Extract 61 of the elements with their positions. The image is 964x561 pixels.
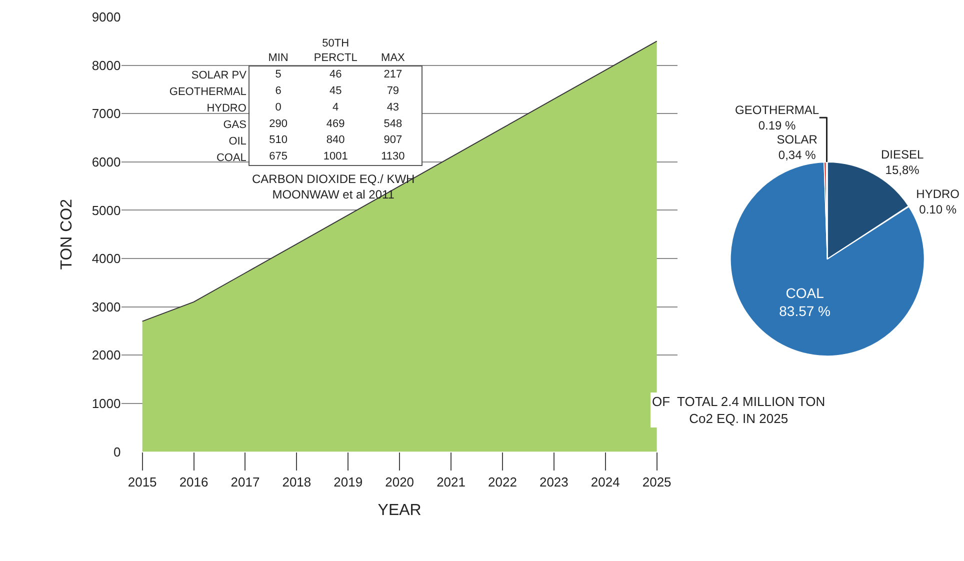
slice-label: DIESEL — [880, 148, 924, 162]
data-label: 6 — [275, 84, 282, 97]
y-tick-label: COAL — [216, 152, 246, 164]
x-tick-label: 2020 — [385, 474, 414, 490]
y-tick-label: OIL — [228, 135, 246, 148]
slice-label: COAL — [786, 284, 824, 301]
x-tick-label: 2023 — [539, 474, 568, 490]
x-tick-label: 50TH PERCTL — [314, 38, 358, 64]
data-label: 1130 — [381, 150, 405, 163]
data-label: 83.57 % — [779, 303, 831, 320]
x-tick-label: MAX — [381, 52, 406, 64]
annotation: OF TOTAL 2.4 MILLION TON Co2 EQ. IN 2025 — [652, 394, 826, 426]
x-tick-label: 2019 — [334, 474, 363, 490]
data-label: 15,8% — [885, 163, 920, 178]
data-label: 45 — [329, 84, 342, 97]
y-tick-label: 4000 — [92, 251, 121, 266]
data-label: 469 — [326, 118, 345, 130]
data-label: 46 — [329, 68, 342, 80]
x-tick-label: 2015 — [128, 474, 157, 490]
y-tick-label: SOLAR PV — [191, 69, 248, 82]
y-tick-label: 8000 — [92, 58, 121, 73]
data-label: 4 — [332, 101, 339, 114]
y-tick-label: GEOTHERMAL — [169, 86, 246, 98]
data-label: 79 — [386, 84, 400, 97]
y-tick-label: HYDRO — [206, 102, 247, 114]
data-label: 1001 — [323, 150, 348, 163]
data-label: 548 — [384, 118, 402, 130]
data-label: 5 — [275, 68, 282, 80]
y-axis-title: TON CO2 — [58, 198, 76, 270]
y-tick-label: 2000 — [92, 348, 121, 363]
slice-label: GEOTHERMAL — [735, 102, 820, 117]
y-tick-label: 1000 — [92, 396, 121, 411]
data-label: 0,34 % — [778, 148, 816, 162]
x-tick-label: 2025 — [642, 474, 672, 490]
x-tick-label: 2021 — [436, 474, 466, 490]
x-tick-label: 2024 — [590, 474, 620, 490]
y-tick-label: 5000 — [92, 202, 121, 218]
data-label: 290 — [269, 118, 288, 130]
slice-label: SOLAR — [776, 132, 818, 146]
data-label: 217 — [384, 68, 402, 80]
data-label: 675 — [269, 150, 288, 163]
y-tick-label: 9000 — [92, 10, 121, 25]
x-axis-title: YEAR — [378, 502, 422, 520]
x-tick-label: 2016 — [179, 474, 208, 490]
data-label: 0.19 % — [758, 118, 796, 132]
y-tick-label: 0 — [114, 444, 121, 460]
data-label: 43 — [386, 101, 400, 114]
data-label: 510 — [269, 134, 288, 146]
data-label: 840 — [326, 134, 345, 146]
data-label: 907 — [384, 134, 402, 146]
x-tick-label: MIN — [268, 52, 288, 64]
y-tick-label: 6000 — [92, 154, 121, 170]
x-tick-label: 2017 — [230, 474, 260, 490]
y-tick-label: GAS — [223, 118, 246, 131]
data-label: 0.10 % — [919, 202, 957, 217]
x-tick-label: 2022 — [488, 474, 517, 490]
y-tick-label: 3000 — [92, 299, 121, 314]
data-label: 0 — [275, 101, 282, 114]
x-tick-label: 2018 — [282, 474, 312, 490]
slice-label: HYDRO — [916, 187, 960, 202]
y-tick-label: 7000 — [92, 106, 121, 122]
